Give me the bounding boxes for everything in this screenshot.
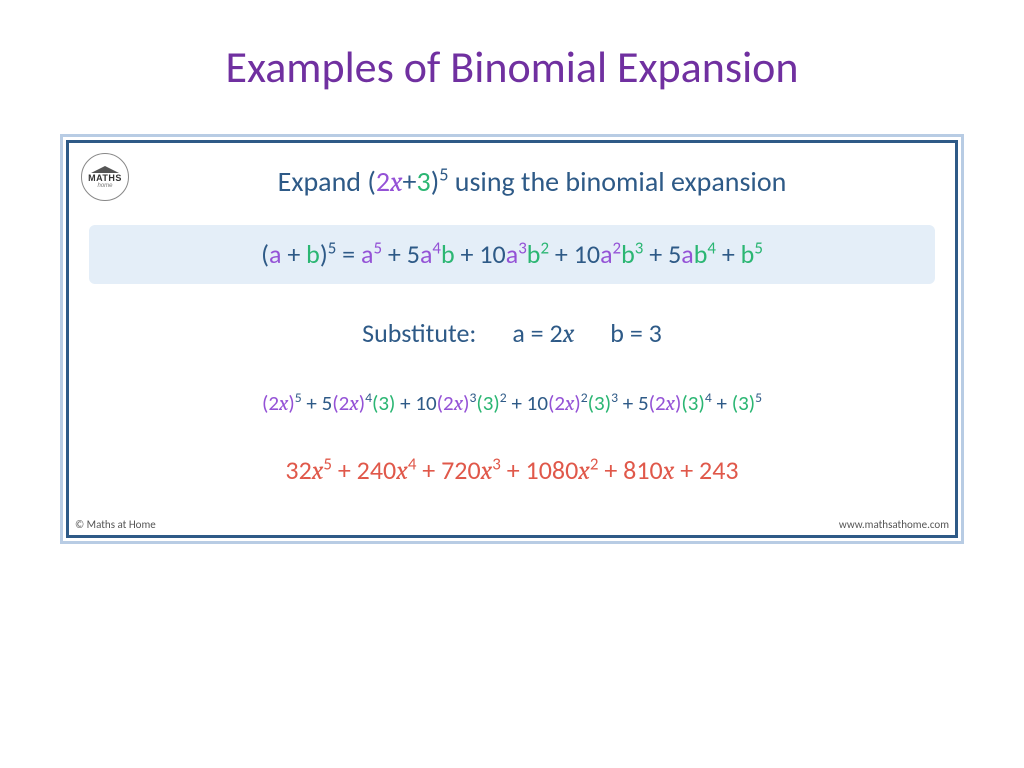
substitution-line: Substitute:a = 2xb = 3 [89,314,935,354]
problem-statement: Expand (2x+3)5 using the binomial expans… [89,161,935,203]
slide-title: Examples of Binomial Expansion [50,40,974,94]
footer-copyright: © Maths at Home [75,518,156,531]
footer-url: www.mathsathome.com [839,518,949,531]
logo-subtext: home [97,183,112,189]
final-result: 32x5 + 240x4 + 720x3 + 1080x2 + 810x + 2… [89,451,935,491]
logo-text: MATHS [88,174,122,183]
binomial-formula: (a + b)5 = a5 + 5a4b + 10a3b2 + 10a2b3 +… [89,225,935,284]
content-box-outer: MATHS home Expand (2x+3)5 using the bino… [60,134,964,544]
logo-badge: MATHS home [81,153,129,201]
slide: Examples of Binomial Expansion MATHS hom… [0,0,1024,768]
substituted-expansion: (2x)5 + 5(2x)4(3) + 10(2x)3(3)2 + 10(2x)… [89,388,935,421]
content-box-inner: MATHS home Expand (2x+3)5 using the bino… [66,140,958,538]
logo-roof-icon [91,166,119,173]
